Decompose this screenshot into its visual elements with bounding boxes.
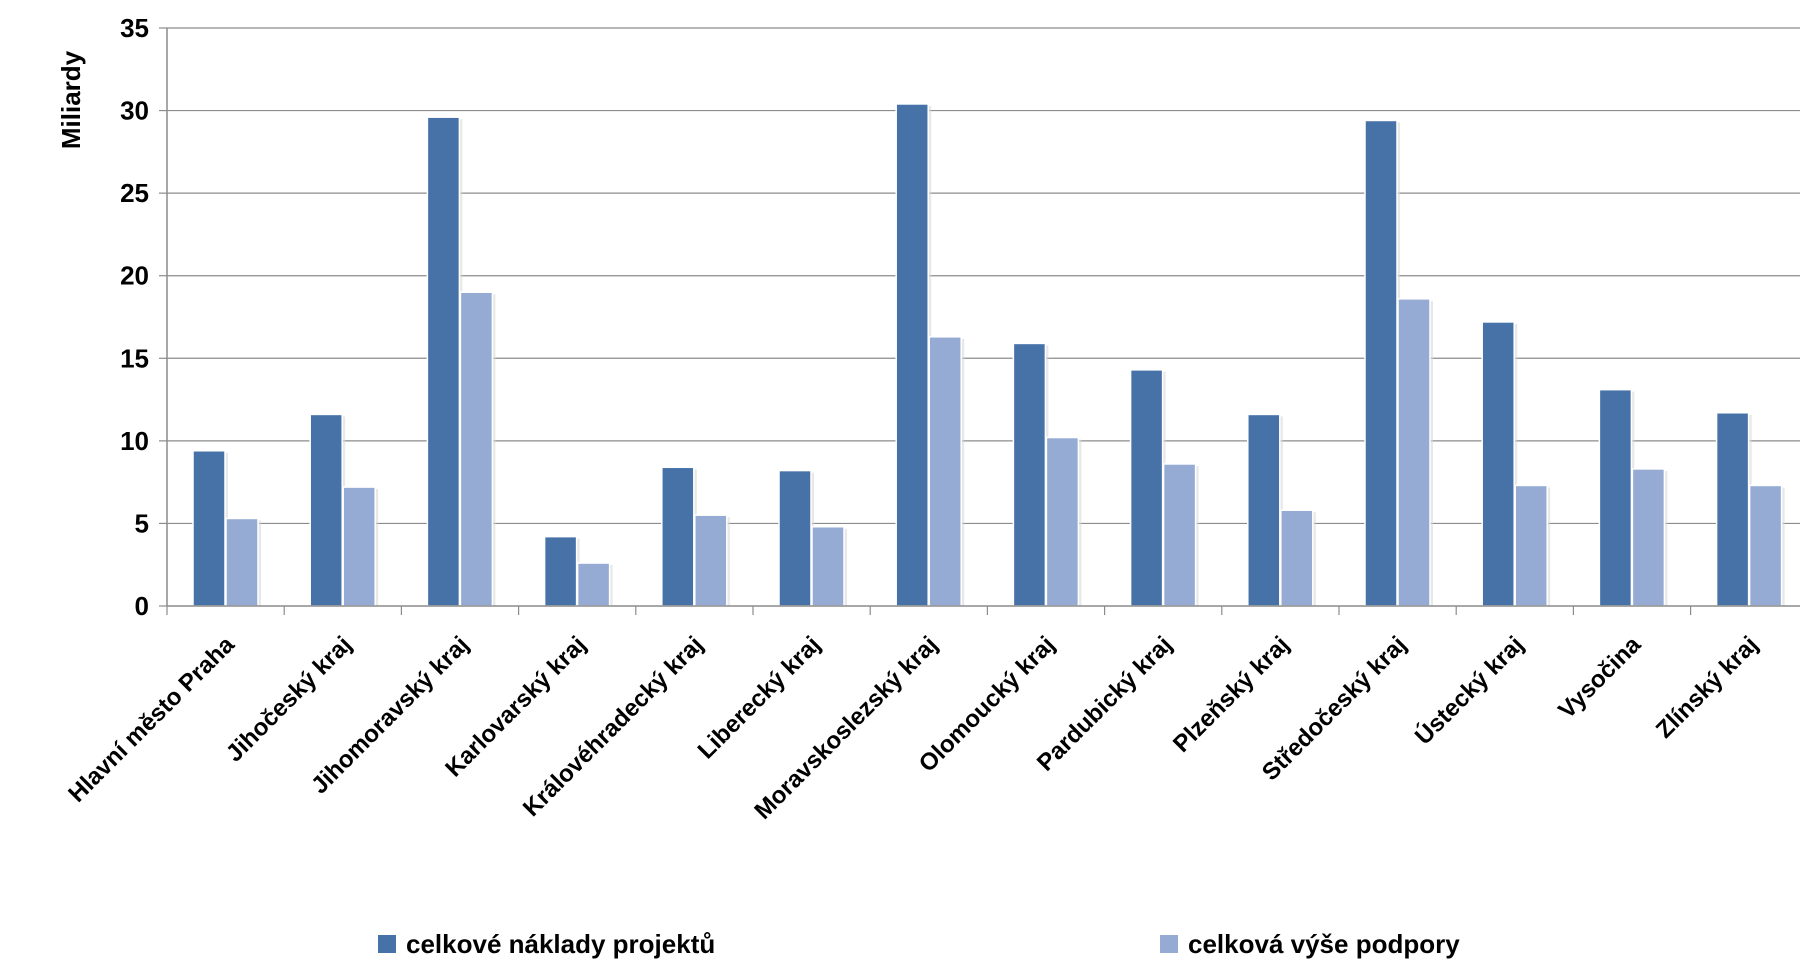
x-category-label: Ústecký kraj: [1409, 630, 1529, 750]
bar: [1247, 413, 1281, 607]
bar: [1045, 436, 1080, 607]
y-tick-label: 20: [120, 261, 149, 291]
bar: [342, 486, 376, 607]
bar: [459, 291, 494, 607]
y-tick-label: 10: [120, 426, 149, 456]
bar: [576, 562, 611, 607]
bar: [895, 103, 929, 607]
bar: [1280, 509, 1314, 607]
y-tick-label: 30: [120, 96, 149, 126]
bar: [1715, 412, 1750, 607]
y-tick-label: 5: [135, 508, 149, 538]
y-tick-label: 35: [120, 13, 149, 43]
bar: [426, 116, 461, 607]
legend-label: celková výše podpory: [1188, 929, 1460, 959]
legend-swatch: [378, 935, 396, 953]
bar: [1012, 342, 1047, 607]
y-axis-title: Miliardy: [56, 50, 86, 149]
bar: [309, 413, 343, 607]
legend-swatch: [1160, 935, 1178, 953]
y-tick-label: 15: [120, 343, 149, 373]
x-category-label: Vysočina: [1553, 631, 1646, 724]
bar: [1397, 298, 1431, 607]
bar: [694, 514, 728, 607]
x-category-label: Hlavní město Praha: [63, 631, 240, 808]
x-category-label: Plzeňský kraj: [1168, 631, 1295, 758]
axes: [159, 27, 1800, 615]
bar: [1748, 484, 1783, 607]
bar: [811, 525, 845, 607]
bar: [225, 517, 259, 607]
legend-label: celkové náklady projektů: [406, 929, 715, 959]
bar: [928, 336, 962, 607]
legend: celkové náklady projektů celková výše pod…: [378, 929, 1460, 959]
bar: [1514, 484, 1548, 607]
bar: [1598, 388, 1633, 607]
x-category-label: Zlínský kraj: [1651, 631, 1763, 743]
x-category-label: Jihočeský kraj: [221, 631, 357, 767]
bar: [543, 535, 578, 607]
bar: [192, 450, 226, 607]
bar: [1631, 468, 1666, 607]
bar: [1162, 463, 1197, 607]
bar: [661, 466, 695, 607]
y-tick-label: 0: [135, 591, 149, 621]
bar: [1364, 119, 1398, 607]
bar: [778, 469, 812, 607]
x-category-label: Liberecký kraj: [693, 631, 826, 764]
gridlines: [167, 27, 1800, 525]
bars: [192, 103, 1785, 607]
bar: [1481, 321, 1515, 607]
bar: [1129, 369, 1164, 607]
y-tick-label: 25: [120, 178, 149, 208]
